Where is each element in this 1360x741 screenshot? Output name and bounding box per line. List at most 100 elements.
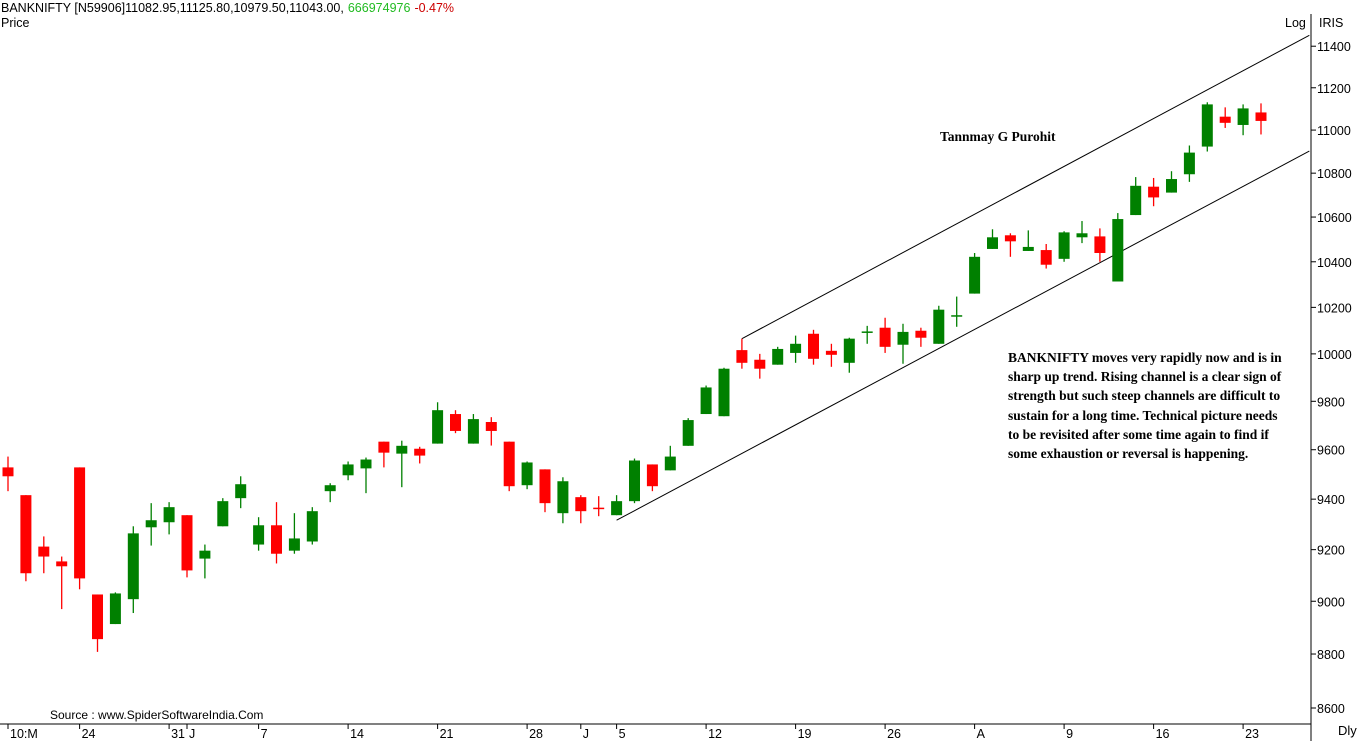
candle-body (521, 462, 533, 486)
candle-body (772, 348, 784, 365)
candle-down (414, 446, 426, 464)
candle-body (843, 338, 855, 363)
candle-body (288, 538, 300, 551)
time-tick-label: 23 (1245, 727, 1259, 741)
candle-body (1201, 104, 1213, 147)
candle-body (754, 359, 766, 369)
candle-up (557, 477, 569, 524)
candle-up (145, 503, 157, 546)
candle-body (74, 467, 86, 579)
candle-body (127, 533, 139, 600)
candle-body (38, 546, 50, 557)
price-tick-label: 10200 (1317, 301, 1352, 315)
candle-down (1040, 244, 1052, 269)
candle-up (163, 502, 175, 535)
price-tick-label: 10400 (1317, 256, 1352, 270)
candle-up (127, 526, 139, 614)
periodicity-label[interactable]: Dly (1338, 723, 1357, 738)
quote-ohlc: BANKNIFTY [N59906]11082.95,11125.80,1097… (1, 1, 344, 15)
candle-body (951, 315, 963, 317)
candle-up (324, 483, 336, 503)
log-scale-toggle[interactable]: Log (1285, 16, 1306, 30)
candle-down (575, 495, 587, 524)
price-tick-label: 9000 (1317, 595, 1345, 609)
candle-body (915, 330, 927, 338)
price-tick-label: 11200 (1317, 82, 1351, 96)
candle-up (217, 498, 229, 527)
candle-down (92, 594, 103, 652)
candle-body (575, 497, 587, 512)
price-tick-label: 8800 (1317, 648, 1345, 662)
candle-body (450, 414, 461, 431)
candle-body (879, 327, 891, 347)
candle-down (503, 441, 515, 492)
candle-down (450, 410, 461, 434)
candle-body (396, 445, 408, 454)
candle-up (432, 402, 444, 444)
lower-channel-line[interactable] (616, 150, 1310, 521)
time-tick-label: 10:M (10, 727, 38, 741)
candle-body (557, 481, 569, 514)
time-tick-label: 7 (261, 727, 268, 741)
candle-body (485, 421, 497, 431)
candle-body (700, 387, 712, 415)
candle-down (1255, 103, 1267, 135)
candle-up (772, 346, 784, 365)
candle-body (1094, 236, 1106, 253)
candle-body (20, 495, 32, 574)
candle-body (432, 410, 444, 444)
candle-up (306, 507, 318, 545)
candle-up (951, 296, 963, 327)
candle-down (754, 353, 766, 379)
candle-down (646, 464, 658, 492)
price-tick-label: 9200 (1317, 544, 1345, 558)
candle-body (1058, 232, 1070, 259)
candle-down (38, 536, 50, 574)
candles (2, 102, 1267, 652)
candle-up (109, 592, 121, 625)
candle-body (306, 511, 318, 542)
candle-down (736, 338, 748, 369)
author-annotation: Tannmay G Purohit (940, 129, 1056, 144)
candle-body (199, 550, 211, 559)
candle-body (503, 441, 515, 487)
percent-change: -0.47% (414, 1, 455, 15)
trendlines (616, 34, 1310, 521)
candle-up (288, 513, 300, 554)
candle-body (1183, 152, 1195, 175)
time-tick-label: 12 (708, 727, 722, 741)
candle-body (1219, 116, 1231, 123)
candle-body (861, 331, 873, 333)
candle-body (467, 419, 479, 444)
price-tick-label: 11400 (1317, 40, 1351, 54)
time-tick-label: 26 (887, 727, 901, 741)
candle-up (253, 517, 265, 551)
candle-body (92, 594, 103, 640)
candle-down (271, 502, 282, 564)
candle-body (1076, 233, 1088, 238)
time-tick-label: 21 (440, 727, 454, 741)
candle-up (843, 337, 855, 373)
price-tick-label: 8600 (1317, 702, 1345, 716)
candle-down (593, 496, 605, 517)
candle-body (109, 593, 121, 625)
candle-body (629, 460, 640, 502)
candle-body (1148, 186, 1160, 198)
candle-down (378, 441, 390, 468)
candle-body (414, 448, 426, 456)
candle-down (825, 343, 837, 367)
candle-up (682, 418, 694, 446)
brand-label: IRIS (1319, 16, 1344, 30)
upper-channel-line[interactable] (741, 34, 1310, 340)
candle-up (611, 495, 623, 516)
candle-body (56, 561, 68, 567)
candle-down (74, 467, 86, 590)
candle-body (271, 525, 282, 554)
candle-up (933, 305, 945, 344)
candle-body (324, 485, 336, 492)
candle-down (1094, 228, 1106, 262)
time-axis-labels: 10:M 24 31 J 7 14 21 28 J 5 12 19 26 A 9 16 23 (7, 724, 1259, 741)
candle-down (1004, 233, 1016, 257)
time-tick-label: 9 (1066, 727, 1073, 741)
